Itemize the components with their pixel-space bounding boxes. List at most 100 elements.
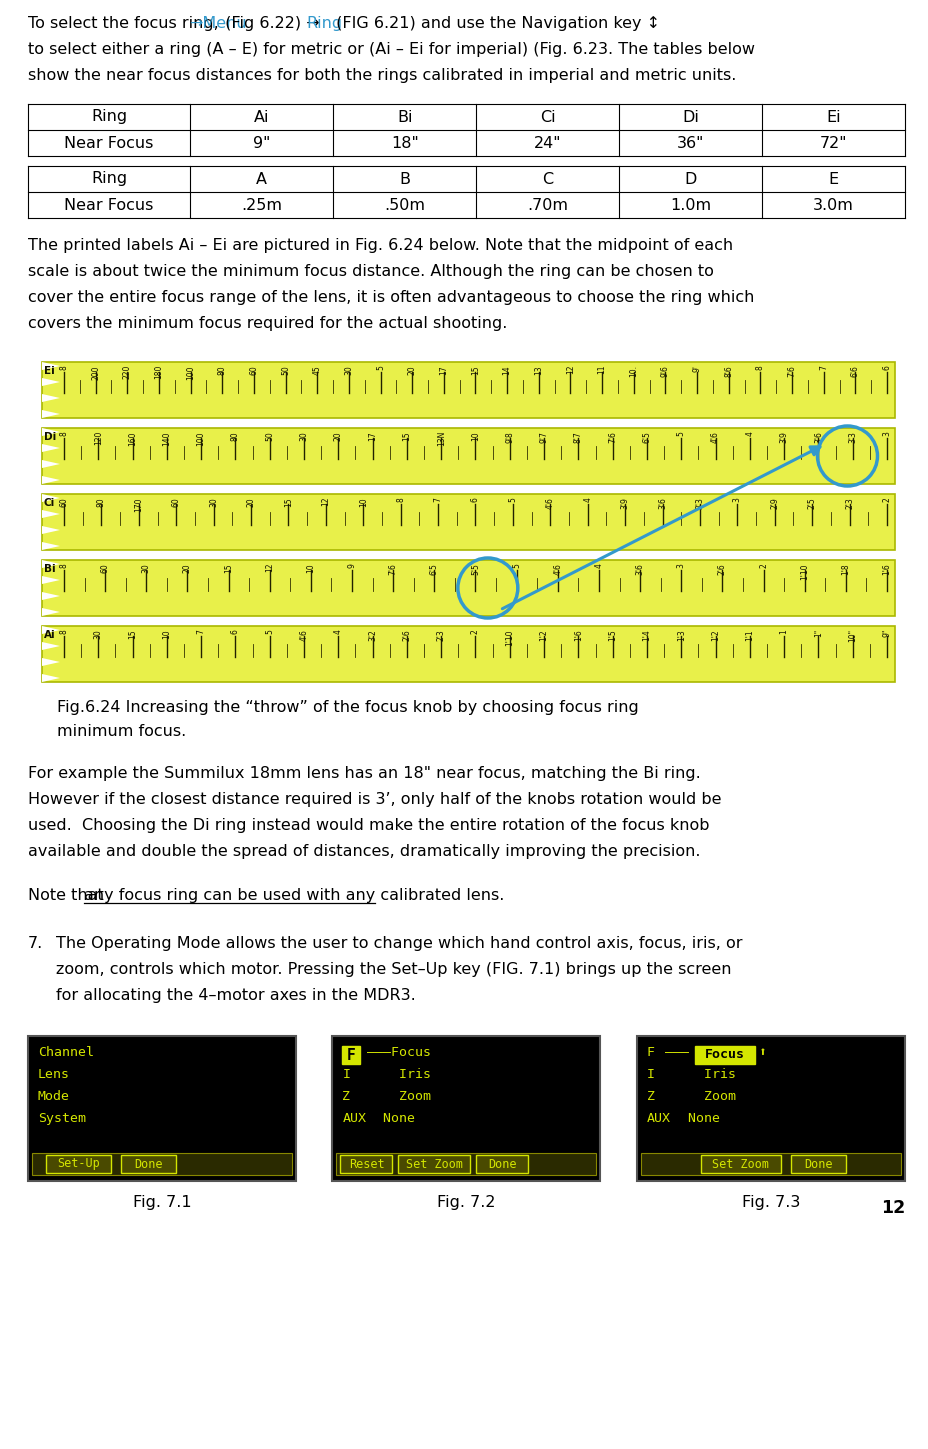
Text: 1'6: 1'6 <box>574 629 582 640</box>
Polygon shape <box>42 494 60 501</box>
Text: 1'10: 1'10 <box>505 629 514 645</box>
Text: 9'6: 9'6 <box>660 365 669 377</box>
Text: 5: 5 <box>676 430 685 436</box>
Text: 1'6: 1'6 <box>882 564 891 575</box>
Text: 160: 160 <box>128 430 137 445</box>
Text: covers the minimum focus required for the actual shooting.: covers the minimum focus required for th… <box>28 316 507 330</box>
Text: Mode: Mode <box>38 1090 70 1103</box>
Text: 30: 30 <box>209 497 218 507</box>
Text: 4'6: 4'6 <box>546 497 554 509</box>
Text: 5: 5 <box>376 365 384 369</box>
Text: Near Focus: Near Focus <box>64 136 154 151</box>
Polygon shape <box>42 362 60 369</box>
Text: 1'5: 1'5 <box>608 629 616 640</box>
Text: 9": 9" <box>252 136 270 151</box>
Text: 5: 5 <box>265 629 274 633</box>
Text: 3'9: 3'9 <box>620 497 629 509</box>
Text: 8'7: 8'7 <box>574 430 582 443</box>
Text: 3'6: 3'6 <box>657 497 666 509</box>
Bar <box>332 1036 599 1181</box>
Text: 11: 11 <box>597 365 606 374</box>
Text: Z: Z <box>646 1090 654 1103</box>
Text: 1": 1" <box>813 629 822 638</box>
Text: 4'6: 4'6 <box>710 430 719 443</box>
Polygon shape <box>42 658 60 667</box>
Text: 1'4: 1'4 <box>642 629 651 640</box>
Text: 20: 20 <box>246 497 255 507</box>
Text: 1'10: 1'10 <box>799 564 808 580</box>
Bar <box>476 1155 528 1174</box>
Text: 1: 1 <box>779 629 788 633</box>
Text: Set Zoom: Set Zoom <box>406 1158 462 1171</box>
Text: 2'5: 2'5 <box>806 497 816 509</box>
Text: Bi: Bi <box>44 564 56 574</box>
Text: 200: 200 <box>91 365 100 380</box>
Polygon shape <box>42 626 60 635</box>
Text: 12: 12 <box>265 564 274 572</box>
Text: 2: 2 <box>882 497 891 501</box>
Text: 3: 3 <box>732 497 741 501</box>
Polygon shape <box>42 674 60 682</box>
Text: 10: 10 <box>358 497 367 507</box>
Bar <box>398 1155 470 1174</box>
Text: 120: 120 <box>94 430 103 445</box>
Text: 2: 2 <box>758 564 767 568</box>
Polygon shape <box>42 427 60 436</box>
Text: Ring: Ring <box>91 110 127 125</box>
Text: 6'5: 6'5 <box>430 564 438 575</box>
Text: None: None <box>367 1111 415 1124</box>
Text: Bi: Bi <box>396 110 412 125</box>
Polygon shape <box>42 510 60 517</box>
Text: 18": 18" <box>391 136 419 151</box>
Text: 170: 170 <box>135 497 143 511</box>
Bar <box>42 427 894 484</box>
Text: .25m: .25m <box>241 197 282 213</box>
Text: System: System <box>38 1111 86 1124</box>
Polygon shape <box>42 410 60 417</box>
Text: 7'6: 7'6 <box>787 365 795 377</box>
Text: 8'6: 8'6 <box>724 365 732 377</box>
Text: Ci: Ci <box>539 110 555 125</box>
Text: 50: 50 <box>281 365 290 375</box>
Bar <box>32 1153 291 1175</box>
Text: I: I <box>342 1068 350 1081</box>
Text: 9': 9' <box>692 365 701 372</box>
Bar <box>701 1155 780 1174</box>
Text: 13N: 13N <box>436 430 445 446</box>
Text: Channel: Channel <box>38 1046 94 1059</box>
Text: 20: 20 <box>407 365 417 375</box>
Text: For example the Summilux 18mm lens has an 18" near focus, matching the Bi ring.: For example the Summilux 18mm lens has a… <box>28 767 700 781</box>
Text: 12: 12 <box>880 1198 904 1217</box>
Text: 15: 15 <box>470 365 480 375</box>
Text: Fig.6.24 Increasing the “throw” of the focus knob by choosing focus ring: Fig.6.24 Increasing the “throw” of the f… <box>57 700 638 714</box>
Text: 100: 100 <box>197 430 205 445</box>
Text: Fig. 7.1: Fig. 7.1 <box>133 1195 191 1210</box>
Bar <box>341 1155 392 1174</box>
Bar <box>28 1036 296 1181</box>
Text: 15: 15 <box>284 497 292 507</box>
Text: 20: 20 <box>183 564 192 572</box>
Text: D: D <box>684 171 696 187</box>
Text: 30: 30 <box>299 430 308 440</box>
Polygon shape <box>42 526 60 535</box>
Text: A: A <box>256 171 267 187</box>
Text: 6: 6 <box>470 497 480 501</box>
Text: cover the entire focus range of the lens, it is often advantageous to choose the: cover the entire focus range of the lens… <box>28 290 754 304</box>
Text: Near Focus: Near Focus <box>64 197 154 213</box>
Text: .50m: .50m <box>384 197 425 213</box>
Text: 2'3: 2'3 <box>844 497 853 509</box>
Text: Ring: Ring <box>91 171 127 187</box>
Bar <box>42 626 894 682</box>
Text: 60: 60 <box>249 365 258 375</box>
Text: 7.: 7. <box>28 936 44 951</box>
Text: 8: 8 <box>59 629 69 633</box>
Bar <box>42 559 894 616</box>
Text: (Fig 6.22) →: (Fig 6.22) → <box>219 16 324 30</box>
Text: 8: 8 <box>59 430 69 436</box>
Polygon shape <box>42 559 60 568</box>
Bar <box>637 1036 904 1181</box>
Text: 17: 17 <box>439 365 448 375</box>
Text: AUX: AUX <box>342 1111 367 1124</box>
Polygon shape <box>42 394 60 401</box>
Text: AUX: AUX <box>646 1111 670 1124</box>
